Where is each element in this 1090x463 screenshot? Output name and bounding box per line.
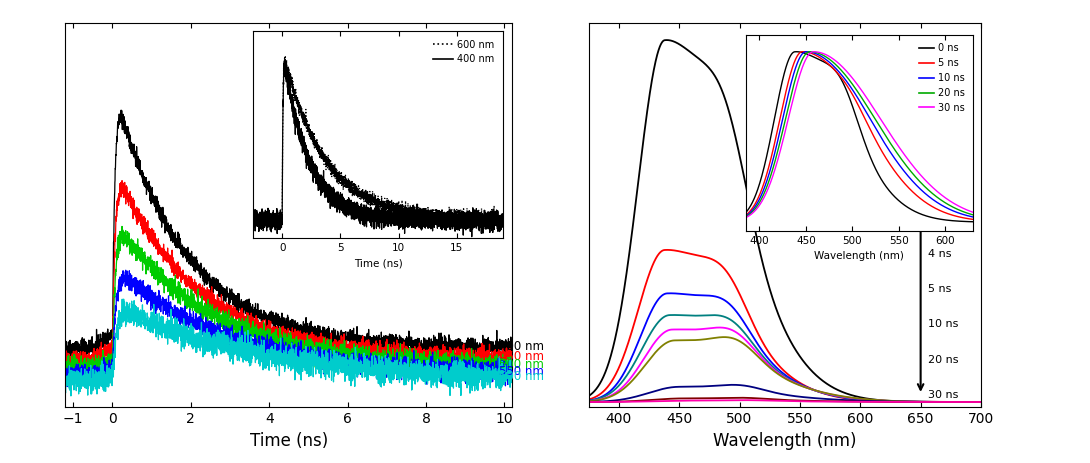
Text: 600 nm: 600 nm: [498, 369, 544, 382]
Text: 2 ns: 2 ns: [928, 179, 952, 189]
Text: 500 nm: 500 nm: [498, 358, 544, 371]
Text: 5 ns: 5 ns: [928, 284, 952, 294]
Text: 400 nm: 400 nm: [498, 340, 544, 353]
X-axis label: Time (ns): Time (ns): [250, 432, 328, 450]
X-axis label: Wavelength (nm): Wavelength (nm): [713, 432, 857, 450]
Text: 3 ns: 3 ns: [928, 214, 952, 224]
Text: 20 ns: 20 ns: [928, 355, 958, 365]
Text: 450 nm: 450 nm: [498, 350, 544, 363]
Text: 0 ns: 0 ns: [928, 108, 952, 119]
Text: 4 ns: 4 ns: [928, 249, 952, 259]
Text: 30 ns: 30 ns: [928, 390, 958, 400]
Text: 10 ns: 10 ns: [928, 319, 958, 330]
Text: 1 ns: 1 ns: [928, 144, 952, 154]
Text: 550 nm: 550 nm: [498, 364, 544, 377]
